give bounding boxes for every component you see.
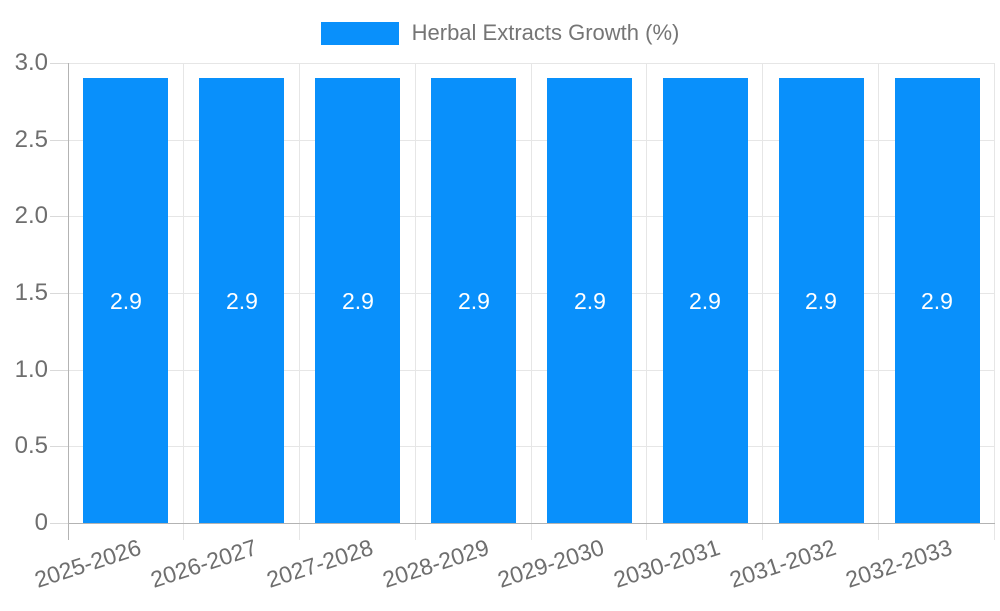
x-gridline bbox=[994, 63, 995, 540]
y-axis-tick-label: 0 bbox=[34, 509, 48, 536]
bar[interactable] bbox=[199, 78, 284, 523]
bar[interactable] bbox=[431, 78, 516, 523]
x-gridline bbox=[183, 63, 184, 540]
bar[interactable] bbox=[663, 78, 748, 523]
y-tick-mark bbox=[50, 63, 68, 64]
bar[interactable] bbox=[315, 78, 400, 523]
y-axis-tick-label: 0.5 bbox=[14, 432, 48, 459]
bar[interactable] bbox=[895, 78, 980, 523]
x-gridline bbox=[878, 63, 879, 540]
x-gridline bbox=[646, 63, 647, 540]
bar-value-label: 2.9 bbox=[458, 287, 490, 314]
bar-value-label: 2.9 bbox=[921, 287, 953, 314]
x-gridline bbox=[762, 63, 763, 540]
bar-value-label: 2.9 bbox=[689, 287, 721, 314]
x-gridline bbox=[299, 63, 300, 540]
y-axis-tick-label: 2.5 bbox=[14, 126, 48, 153]
y-axis-tick-label: 1.0 bbox=[14, 356, 48, 383]
x-gridline bbox=[415, 63, 416, 540]
y-axis-line bbox=[68, 63, 69, 540]
bar-value-label: 2.9 bbox=[805, 287, 837, 314]
bar-value-label: 2.9 bbox=[574, 287, 606, 314]
bar[interactable] bbox=[83, 78, 168, 523]
y-tick-mark bbox=[50, 293, 68, 294]
y-tick-mark bbox=[50, 446, 68, 447]
y-tick-mark bbox=[50, 216, 68, 217]
legend-swatch bbox=[320, 21, 399, 45]
x-axis-line bbox=[68, 523, 995, 524]
bar-value-label: 2.9 bbox=[226, 287, 258, 314]
legend[interactable]: Herbal Extracts Growth (%) bbox=[0, 20, 1000, 46]
x-gridline bbox=[531, 63, 532, 540]
y-axis-tick-label: 2.0 bbox=[14, 202, 48, 229]
y-tick-mark bbox=[50, 523, 68, 524]
y-axis-tick-label: 3.0 bbox=[14, 49, 48, 76]
bar[interactable] bbox=[547, 78, 632, 523]
y-axis-tick-label: 1.5 bbox=[14, 279, 48, 306]
bar-value-label: 2.9 bbox=[110, 287, 142, 314]
plot-area: 3.0 2.5 2.0 1.5 1.0 0.5 0 2.9 2.9 2.9 2.9 2.9 2.9 2.9… bbox=[15, 50, 995, 593]
y-tick-mark bbox=[50, 140, 68, 141]
y-tick-mark bbox=[50, 370, 68, 371]
bar-value-label: 2.9 bbox=[342, 287, 374, 314]
legend-series-label: Herbal Extracts Growth (%) bbox=[411, 20, 680, 45]
bar[interactable] bbox=[779, 78, 864, 523]
